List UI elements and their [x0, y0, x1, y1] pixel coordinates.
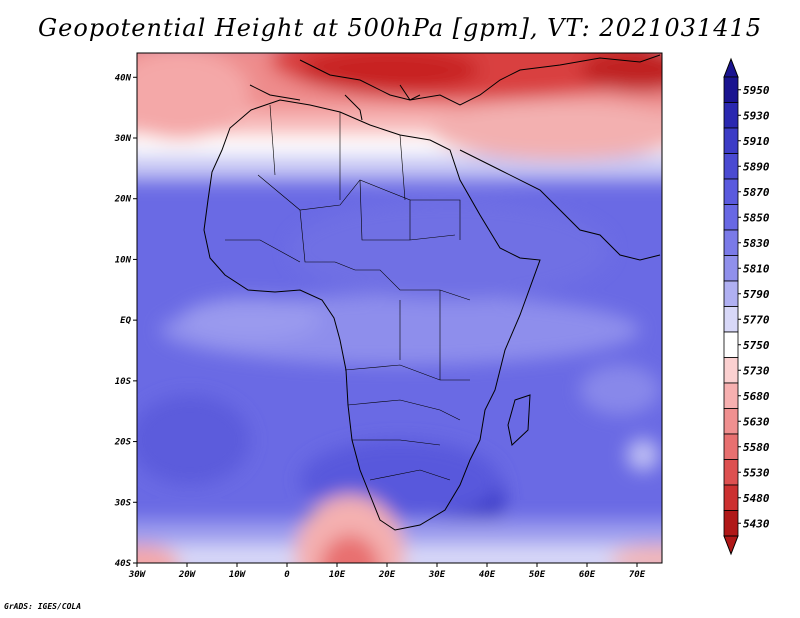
- lon-tick-label: 10E: [329, 570, 346, 580]
- lat-tick-label: 20N: [114, 195, 132, 205]
- lon-tick-label: 30W: [128, 570, 147, 580]
- lon-tick-label: 60E: [579, 570, 596, 580]
- colorbar-label: 5810: [743, 262, 770, 275]
- colorbar-swatch: [723, 306, 739, 333]
- colorbar-label: 5870: [743, 186, 770, 199]
- colorbar-label: 5790: [743, 288, 770, 301]
- lat-tick-label: 20S: [114, 438, 132, 448]
- colorbar-label: 5730: [743, 364, 770, 377]
- lon-tick-label: 20W: [178, 570, 197, 580]
- map-frame: [136, 52, 663, 564]
- colorbar-swatch: [723, 510, 739, 537]
- colorbar-swatch: [723, 76, 739, 103]
- colorbar-top-arrow: [723, 57, 739, 78]
- lat-tick-label: 30N: [114, 134, 132, 144]
- lon-tick-label: 30E: [428, 570, 446, 580]
- chart-title: Geopotential Height at 500hPa [gpm], VT:…: [38, 14, 762, 42]
- colorbar-swatch: [723, 433, 739, 460]
- colorbar-swatch: [723, 153, 739, 180]
- colorbar-label: 5770: [743, 313, 770, 326]
- colorbar-label: 5630: [743, 415, 770, 428]
- geopotential-field: [137, 53, 662, 563]
- coastlines: [203, 54, 661, 531]
- colorbar-label: 5480: [743, 492, 770, 505]
- colorbar-bottom-arrow: [723, 535, 739, 556]
- lon-tick-labels: 30W 20W 10W 0 10E 20E 30E 40E 50E 60E 70E: [128, 563, 646, 580]
- lon-tick-label: 10W: [229, 570, 247, 580]
- colorbar-label: 5680: [743, 390, 770, 403]
- colorbar-label: 5830: [743, 237, 770, 250]
- colorbar-swatch: [723, 357, 739, 384]
- colorbar-swatch: [723, 280, 739, 307]
- colorbar-swatch: [723, 459, 739, 486]
- lat-tick-label: 10S: [115, 377, 132, 387]
- lat-tick-label: 40S: [115, 559, 132, 569]
- lon-tick-label: 70E: [629, 570, 646, 580]
- colorbar-label: 5890: [743, 160, 770, 173]
- colorbar-swatch: [723, 127, 739, 154]
- colorbar-swatch: [723, 408, 739, 435]
- colorbar-swatch: [723, 382, 739, 409]
- colorbar-swatch: [723, 484, 739, 511]
- country-borders: [225, 104, 471, 481]
- colorbar-label: 5750: [743, 339, 770, 352]
- colorbar-swatch: [723, 229, 739, 256]
- colorbar-label: 5910: [743, 135, 770, 148]
- lat-tick-label: 40N: [115, 73, 132, 83]
- colorbar-swatch: [723, 255, 739, 282]
- colorbar-label: 5580: [743, 441, 770, 454]
- lat-tick-labels: 40N 30N 20N 10N EQ 10S 20S 30S 40S: [114, 73, 137, 569]
- colorbar-label: 5430: [743, 517, 770, 530]
- colorbar-swatch: [723, 178, 739, 205]
- grads-credit: GrADS: IGES/COLA: [4, 602, 82, 611]
- lat-tick-label: EQ: [120, 316, 131, 326]
- colorbar-label: 5530: [743, 466, 770, 479]
- lon-tick-label: 40E: [479, 570, 496, 580]
- lon-tick-label: 0: [284, 570, 290, 580]
- lon-tick-label: 20E: [378, 570, 396, 580]
- colorbar-swatch: [723, 102, 739, 129]
- lat-tick-label: 10N: [115, 255, 132, 265]
- colorbar-label: 5950: [743, 84, 770, 97]
- colorbar-label: 5850: [743, 211, 770, 224]
- colorbar-swatch: [723, 204, 739, 231]
- colorbar-label: 5930: [743, 109, 770, 122]
- colorbar: 5950 5930 5910 5890 5870 5850 5830 5810 5790 5770…: [723, 57, 770, 556]
- colorbar-swatch: [723, 331, 739, 358]
- lon-tick-label: 50E: [529, 570, 546, 580]
- lat-tick-label: 30S: [114, 498, 132, 508]
